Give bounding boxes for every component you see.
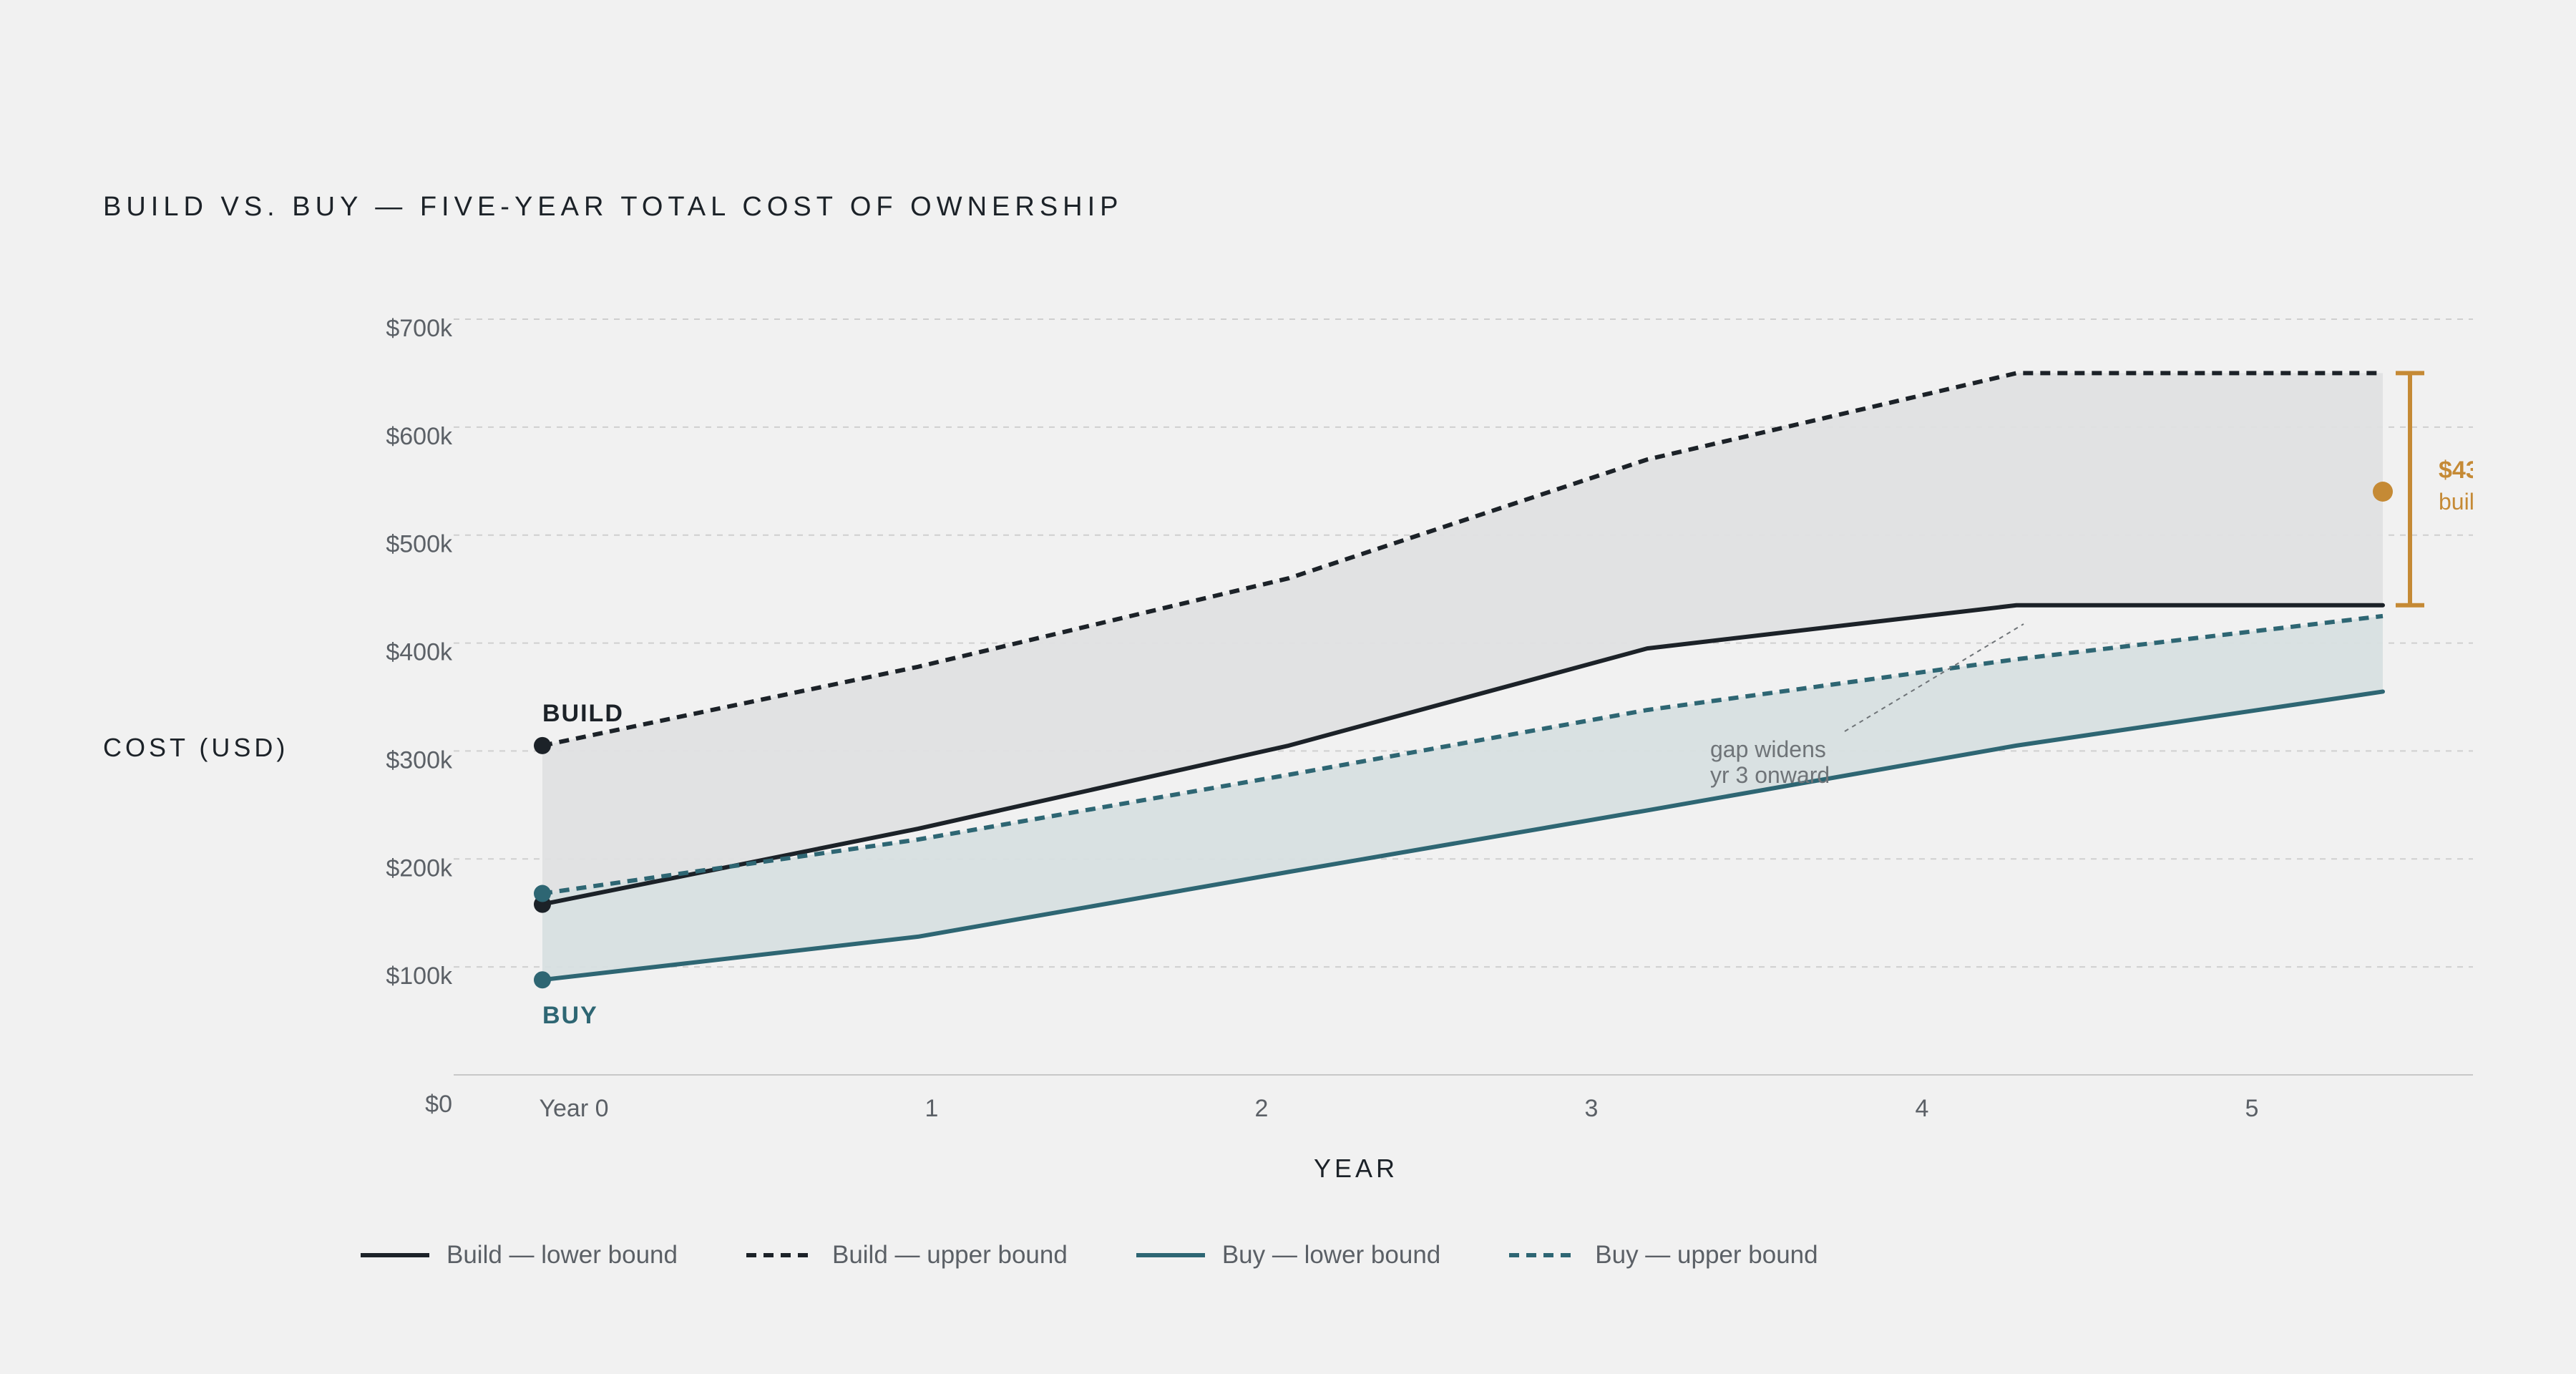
series-lines: [540, 371, 2385, 983]
series-label: BUY: [542, 1002, 598, 1029]
series-start-marker: [534, 885, 551, 902]
x-tick-label: 2: [1255, 1095, 1269, 1122]
series-start-marker: [534, 736, 551, 754]
delta-caption-text: buil: [2439, 489, 2474, 515]
y-tick-label: $700k: [386, 315, 453, 342]
range-band: [542, 373, 2383, 905]
y-tick-label: $600k: [386, 423, 453, 450]
series-line: [540, 603, 2385, 907]
axes: $0 $100k $200k $300k $400k $500k $600k $700k Yea…: [386, 315, 2473, 1122]
y-tick-label: $0: [425, 1091, 452, 1118]
x-tick-label: 4: [1916, 1095, 1929, 1122]
series-line: [540, 689, 2385, 983]
y-tick-label: $200k: [386, 854, 453, 882]
series-line: [542, 371, 2383, 748]
gap-annotation-text: gap widens: [1710, 736, 1826, 762]
legend-swatch: [1136, 1253, 1205, 1257]
y-axis-label: COST (USD): [103, 733, 289, 762]
x-tick-label: Year 0: [539, 1095, 608, 1122]
x-tick-label: 1: [925, 1095, 939, 1122]
y-tick-label: $400k: [386, 639, 453, 666]
gap-annotation-text: yr 3 onward: [1710, 762, 1830, 788]
legend-swatch: [746, 1253, 815, 1257]
y-tick-label: $100k: [386, 963, 453, 990]
series-line: [542, 613, 2384, 896]
chart-legend: Build — lower bound Build — upper bound Bu…: [361, 1241, 1887, 1270]
legend-label: Buy — upper bound: [1595, 1241, 1818, 1269]
x-tick-label: 5: [2245, 1095, 2259, 1122]
legend-item: Build — lower bound: [361, 1241, 678, 1270]
delta-value-text: $43: [2439, 457, 2479, 484]
legend-swatch: [361, 1253, 429, 1257]
range-bands: [542, 373, 2383, 980]
chart-title: BUILD VS. BUY — FIVE-YEAR TOTAL COST OF …: [103, 192, 1123, 222]
legend-item: Buy — upper bound: [1509, 1241, 1818, 1270]
y-tick-label: $300k: [386, 746, 453, 774]
x-tick-label: 3: [1585, 1095, 1599, 1122]
legend-item: Build — upper bound: [746, 1241, 1068, 1270]
y-tick-label: $500k: [386, 531, 453, 558]
gap-leader-line: [1844, 623, 2024, 732]
series-label: BUILD: [542, 700, 624, 727]
legend-label: Buy — lower bound: [1221, 1241, 1441, 1269]
series-markers: [534, 736, 551, 989]
range-band: [542, 615, 2383, 980]
x-axis-label: YEAR: [1314, 1154, 1399, 1183]
legend-label: Build — lower bound: [447, 1241, 678, 1269]
delta-marker: [2373, 482, 2393, 502]
legend-item: Buy — lower bound: [1136, 1241, 1440, 1270]
series-start-marker: [534, 971, 551, 989]
legend-swatch: [1509, 1253, 1579, 1257]
legend-label: Build — upper bound: [831, 1241, 1068, 1269]
